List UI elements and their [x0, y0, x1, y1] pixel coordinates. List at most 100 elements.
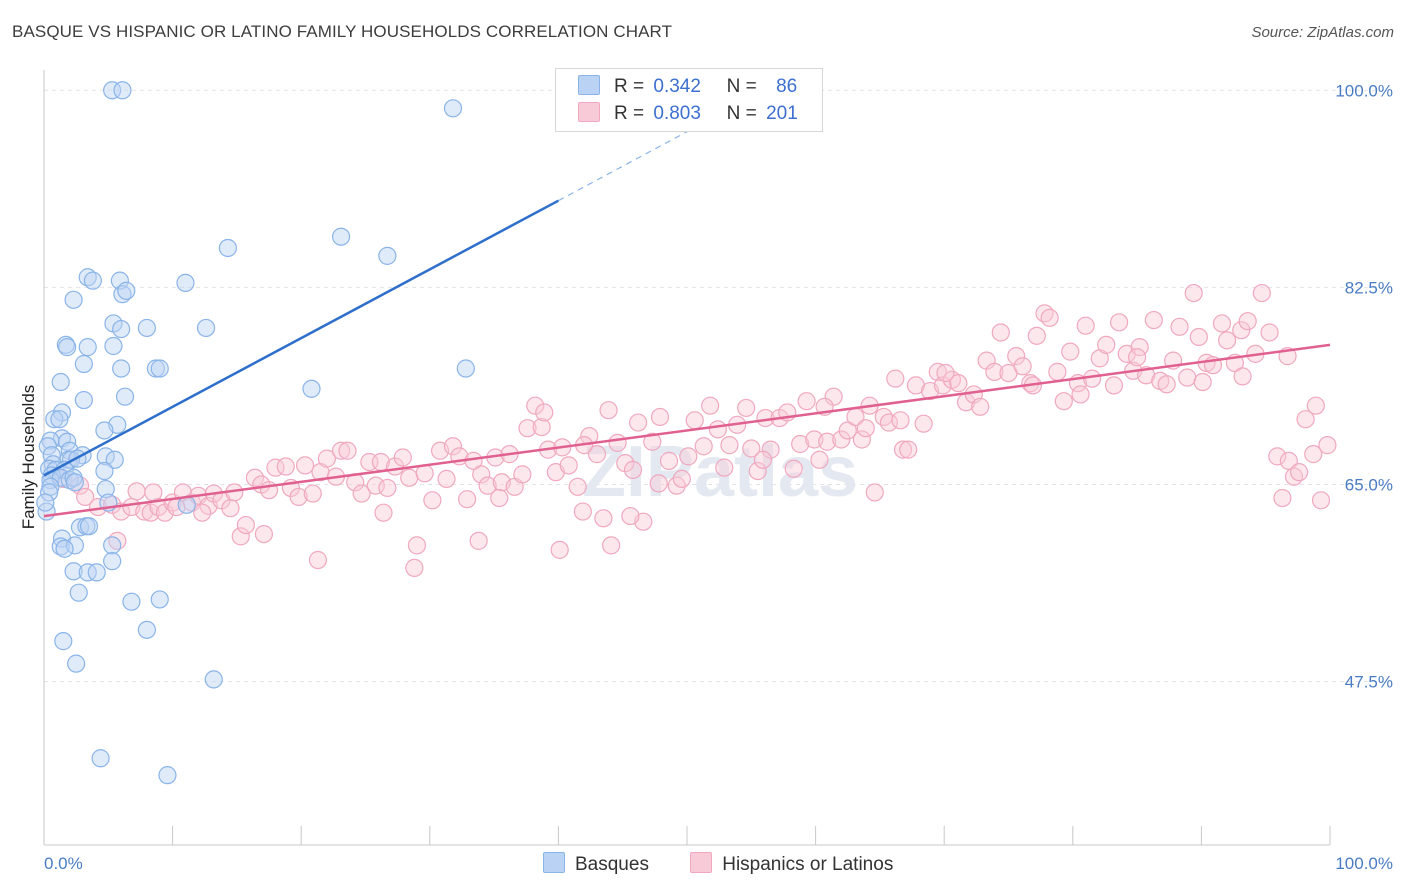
- trend-line-hispanics: [43, 343, 1331, 518]
- hispanics-point-131: [985, 362, 1004, 381]
- basques-point-84: [158, 766, 177, 785]
- basques-point-40: [42, 446, 61, 465]
- hispanics-point-90: [701, 396, 720, 415]
- basques-point-83: [91, 749, 110, 768]
- legend-n-value-hispanics: 201: [766, 103, 798, 124]
- basques-point-18: [58, 338, 77, 357]
- y-tick-label-0: 47.5%: [1345, 673, 1393, 692]
- hispanics-point-82: [643, 432, 662, 451]
- basques-point-75: [87, 563, 106, 582]
- hispanics-point-187: [469, 531, 488, 550]
- series-legend-hispanics[interactable]: Hispanics or Latinos: [690, 852, 893, 876]
- hispanics-point-38: [338, 441, 357, 460]
- hispanics-point-180: [1318, 436, 1337, 455]
- hispanics-point-71: [568, 477, 587, 496]
- legend-n-value-basques: 86: [776, 76, 798, 97]
- basques-point-51: [95, 461, 114, 481]
- basques-point-58: [65, 473, 84, 492]
- basques-point-79: [137, 620, 156, 639]
- hispanics-point-104: [797, 392, 816, 411]
- hispanics-point-186: [405, 558, 424, 577]
- legend-swatch-basques: [578, 75, 600, 95]
- hispanics-point-35: [317, 449, 337, 468]
- basques-point-20: [104, 336, 123, 356]
- hispanics-point-164: [1212, 314, 1232, 333]
- hispanics-point-108: [824, 387, 843, 406]
- hispanics-point-93: [720, 436, 739, 455]
- hispanics-point-191: [650, 407, 670, 427]
- hispanics-point-188: [490, 488, 509, 508]
- series-legend-label-hispanics: Hispanics or Latinos: [722, 854, 894, 875]
- hispanics-point-201: [1233, 367, 1252, 386]
- series-legend-basques[interactable]: Basques: [543, 852, 649, 876]
- hispanics-point-206: [621, 506, 640, 526]
- basques-point-21: [74, 354, 93, 374]
- basques-point-72: [103, 552, 122, 571]
- hispanics-point-148: [1104, 376, 1124, 395]
- basques-point-27: [302, 379, 321, 398]
- basques-point-29: [74, 390, 93, 410]
- hispanics-point-171: [1260, 323, 1279, 342]
- basques-point-82: [204, 670, 223, 689]
- basques-point-85: [36, 493, 55, 512]
- hispanics-point-52: [437, 469, 456, 489]
- y-tick-label-3: 100.0%: [1335, 81, 1393, 100]
- basques-point-69: [65, 536, 84, 555]
- legend-r-value-hispanics: 0.803: [653, 103, 701, 124]
- basques-point-44: [105, 450, 124, 469]
- data-points: [36, 81, 1337, 785]
- hispanics-point-178: [1304, 445, 1323, 464]
- hispanics-point-58: [478, 476, 497, 495]
- hispanics-point-86: [672, 469, 691, 489]
- hispanics-point-84: [659, 451, 679, 470]
- hispanics-point-102: [784, 459, 803, 478]
- legend-row-basques: R = 0.342 N = 86: [578, 75, 797, 99]
- watermark: ZIPatlas: [582, 432, 858, 512]
- hispanics-point-139: [1040, 308, 1059, 327]
- hispanics-point-88: [685, 411, 704, 430]
- hispanics-point-2: [76, 487, 95, 507]
- hispanics-point-46: [393, 448, 412, 467]
- correlation-legend: R = 0.342 N = 86 R = 0.803 N = 201: [555, 68, 823, 132]
- hispanics-point-142: [1061, 342, 1080, 361]
- basques-point-4: [331, 227, 351, 246]
- hispanics-point-149: [1109, 313, 1129, 332]
- hispanics-point-126: [949, 374, 968, 393]
- y-tick-label-2: 82.5%: [1345, 278, 1393, 297]
- source-label: Source: ZipAtlas.com: [1251, 24, 1394, 41]
- hispanics-point-205: [550, 540, 569, 559]
- hispanics-point-29: [276, 457, 295, 476]
- hispanics-point-42: [366, 476, 385, 495]
- trend-line-basques: [43, 199, 559, 477]
- hispanics-point-140: [1048, 362, 1067, 381]
- hispanics-point-117: [886, 369, 905, 388]
- basques-point-1: [113, 81, 132, 100]
- basques-point-78: [122, 592, 141, 611]
- hispanics-point-110: [838, 421, 857, 440]
- basques-point-3: [218, 238, 237, 258]
- basques-point-28: [115, 387, 135, 406]
- legend-row-hispanics: R = 0.803 N = 201: [578, 102, 798, 126]
- hispanics-point-176: [1290, 463, 1309, 482]
- hispanics-point-160: [1184, 283, 1203, 303]
- hispanics-point-118: [893, 440, 913, 459]
- hispanics-point-25: [245, 468, 265, 487]
- y-tick-labels: 47.5% 65.0% 82.5% 100.0%: [1335, 81, 1393, 691]
- hispanics-point-182: [193, 503, 212, 522]
- series-legend-label-basques: Basques: [575, 854, 649, 875]
- hispanics-point-63: [513, 465, 532, 484]
- hispanics-point-70: [559, 456, 578, 475]
- hispanics-point-119: [899, 440, 918, 459]
- hispanics-point-114: [865, 483, 884, 502]
- hispanics-point-40: [352, 484, 371, 503]
- hispanics-point-204: [535, 403, 554, 422]
- hispanics-point-123: [928, 362, 947, 381]
- hispanics-point-55: [457, 490, 477, 509]
- hispanics-point-172: [1268, 447, 1287, 466]
- hispanics-point-158: [1170, 317, 1189, 336]
- hispanics-point-103: [791, 434, 810, 454]
- hispanics-point-121: [914, 414, 933, 433]
- hispanics-point-91: [708, 420, 727, 439]
- hispanics-point-24: [236, 515, 256, 535]
- basques-point-80: [54, 632, 73, 651]
